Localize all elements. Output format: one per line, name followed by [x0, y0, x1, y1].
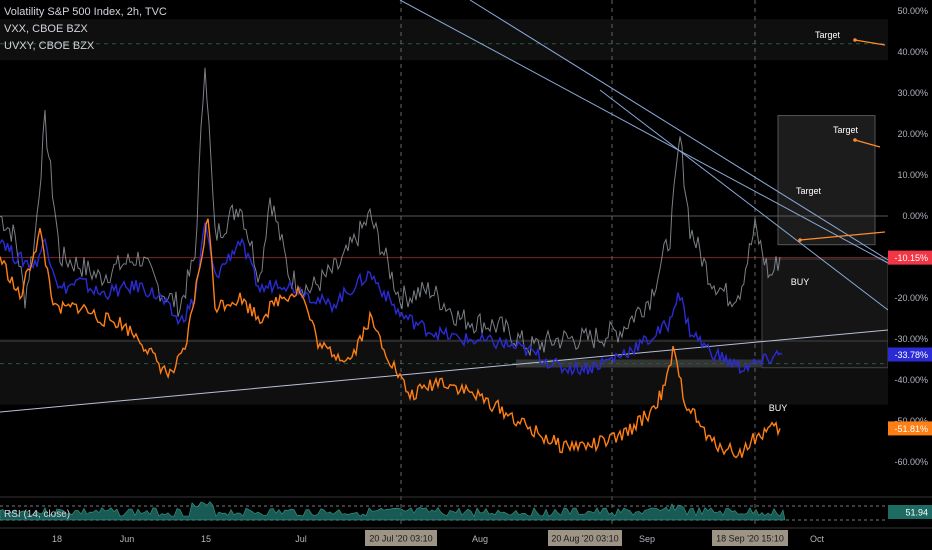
date-badge-text-2: 18 Sep '20 15:10	[716, 534, 784, 544]
price-badge-1	[888, 347, 932, 362]
rsi-value: 51.94	[905, 508, 928, 518]
buy-label-1: BUY	[769, 403, 788, 413]
y-tick-label-0: 50.00%	[897, 6, 928, 16]
rsi-label: RSI (14, close)	[4, 509, 70, 520]
legend-uvxy: UVXY, CBOE BZX	[4, 40, 95, 52]
series-line-1	[0, 222, 783, 376]
x-tick-label-0: 18	[52, 534, 62, 544]
x-axis-bg	[0, 528, 932, 550]
target-arrow-2	[799, 231, 886, 241]
resistance-line-1	[399, 0, 889, 264]
x-tick-label-4: Aug	[472, 534, 488, 544]
y-tick-label-3: 20.00%	[897, 129, 928, 139]
x-tick-label-3: Jul	[295, 534, 307, 544]
target-arrow-0	[854, 39, 886, 46]
legend-vxx: VXX, CBOE BZX	[4, 23, 88, 35]
y-axis: 50.00%40.00%30.00%20.00%10.00%0.00%-10.0…	[888, 0, 932, 528]
target-box	[777, 115, 876, 246]
rsi-pane: RSI (14, close) 51.94	[0, 496, 932, 521]
series-line-2	[0, 218, 781, 459]
y-tick-label-11: -60.00%	[894, 457, 928, 467]
date-badge-0	[365, 530, 437, 546]
price-badge-text-2: -51.81%	[894, 424, 928, 434]
zone-top	[0, 19, 888, 61]
price-badge-text-0: -10.15%	[894, 253, 928, 263]
date-badge-2	[712, 530, 788, 546]
support-trendline	[0, 329, 889, 413]
y-tick-label-10: -50.00%	[894, 416, 928, 426]
legend-main: Volatility S&P 500 Index, 2h, TVC	[4, 6, 167, 18]
y-tick-label-7: -20.00%	[894, 293, 928, 303]
date-badge-text-1: 20 Aug '20 03:10	[551, 534, 618, 544]
series-lines	[0, 67, 783, 459]
target-arrow-head-1	[853, 138, 857, 142]
buy-box	[761, 258, 889, 369]
series-line-0	[0, 67, 781, 356]
trend-drawings	[0, 0, 889, 413]
y-tick-label-9: -40.00%	[894, 375, 928, 385]
target-arrow-1	[854, 139, 881, 148]
y-tick-label-5: 0.00%	[902, 211, 928, 221]
y-tick-label-4: 10.00%	[897, 170, 928, 180]
rsi-badge	[888, 505, 932, 519]
x-axis: 18 Jun 15 Jul Aug Sep Oct 20 Jul '20 03:10 20 Au…	[0, 527, 932, 550]
date-badge-text-0: 20 Jul '20 03:10	[369, 534, 432, 544]
resistance-line-3	[599, 89, 889, 311]
date-badge-1	[548, 530, 622, 546]
y-tick-label-1: 40.00%	[897, 47, 928, 57]
x-tick-label-2: 15	[201, 534, 211, 544]
x-tick-label-1: Jun	[120, 534, 135, 544]
price-badge-0	[888, 250, 932, 265]
x-tick-label-5: Sep	[639, 534, 655, 544]
target-arrow-head-2	[798, 238, 802, 242]
annotations: Target Target Target BUY BUY	[769, 30, 859, 413]
x-tick-label-6: Oct	[810, 534, 825, 544]
target-arrow-head-0	[853, 38, 857, 42]
buy-label-0: BUY	[791, 277, 810, 287]
price-badge-2	[888, 421, 932, 436]
y-tick-label-8: -30.00%	[894, 334, 928, 344]
support-box	[516, 359, 888, 368]
price-badge-text-1: -33.78%	[894, 350, 928, 360]
target-label-0: Target	[815, 30, 841, 40]
y-tick-label-2: 30.00%	[897, 88, 928, 98]
rsi-area	[0, 501, 786, 521]
target-label-2: Target	[796, 186, 822, 196]
resistance-line-2	[469, 0, 889, 261]
grid	[0, 43, 888, 365]
target-label-1: Target	[833, 125, 859, 135]
